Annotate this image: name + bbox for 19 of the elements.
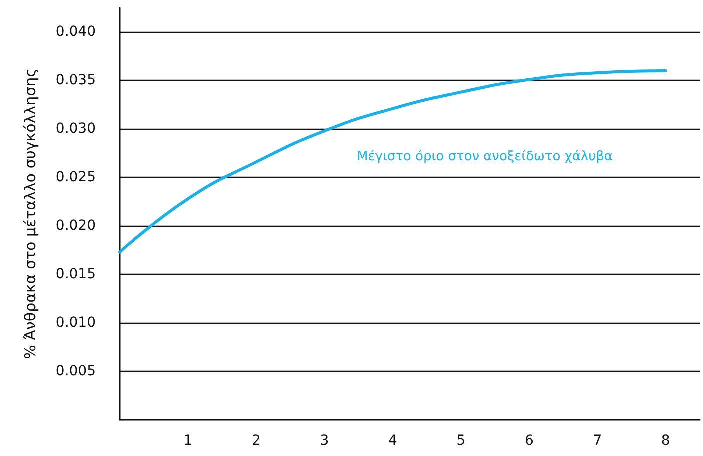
y-axis-title: % Άνθρακα στο μέταλλο συγκόλλησης [22, 68, 40, 360]
y-tick-label: 0.015 [56, 266, 96, 283]
line-series [118, 70, 668, 254]
x-tick-label: 7 [593, 433, 602, 449]
y-tick-label: 0.010 [56, 315, 96, 332]
y-tick-label: 0.020 [56, 218, 96, 234]
y-tick-label: 0.040 [56, 24, 96, 40]
x-tick-label: 5 [456, 433, 466, 449]
x-tick-label: 2 [252, 433, 261, 449]
y-tick-label: 0.005 [56, 364, 96, 380]
annotation: Μέγιστο όριο στον ανοξείδωτο χάλυβα [357, 150, 613, 164]
y-tick-label: 0.030 [56, 121, 96, 138]
y-tick-label: 0.035 [56, 72, 96, 89]
x-tick-label: 4 [388, 433, 398, 449]
y-tick-label: 0.025 [56, 170, 96, 186]
x-tick-label: 8 [661, 433, 670, 449]
x-tick-label: 1 [184, 433, 193, 449]
x-tick-label: 6 [524, 433, 534, 449]
x-tick-label: 3 [320, 433, 330, 449]
